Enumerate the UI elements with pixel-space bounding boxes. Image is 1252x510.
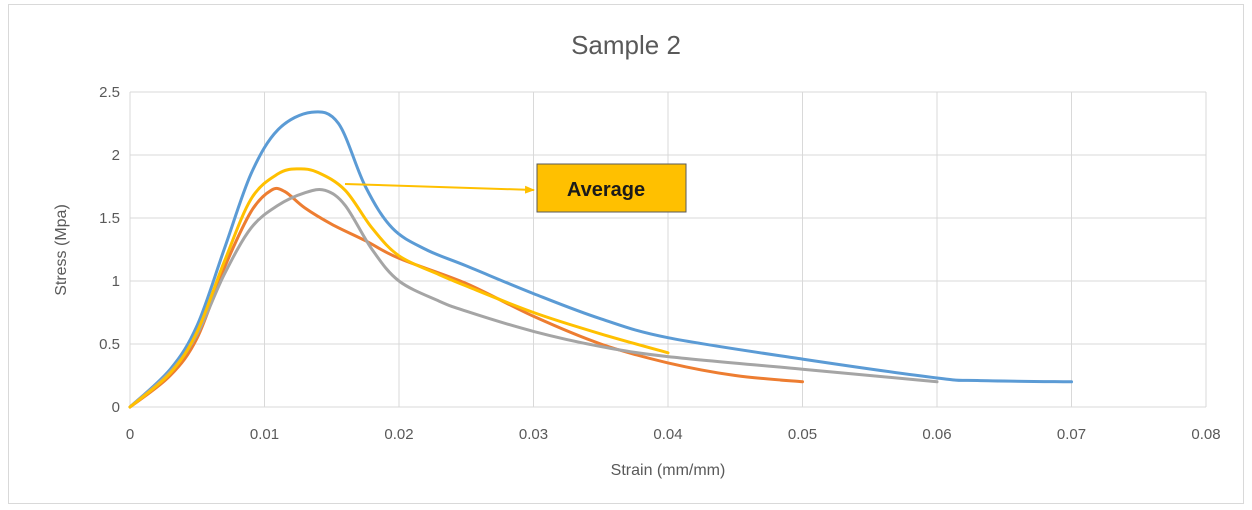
- series-lines: [128, 110, 1073, 409]
- y-tick-label: 1.5: [99, 210, 120, 227]
- x-tick-label: 0.06: [922, 426, 951, 443]
- x-tick-label: 0.05: [788, 426, 817, 443]
- average-label: Average: [567, 179, 645, 201]
- series-line-3: [128, 187, 939, 409]
- y-tick-label: 0: [112, 399, 120, 416]
- y-tick-label: 2: [112, 147, 120, 164]
- series-line-2: [128, 186, 804, 409]
- annotation-arrow: [344, 183, 535, 194]
- x-tick-label: 0.07: [1057, 426, 1086, 443]
- x-tick-label: 0.01: [250, 426, 279, 443]
- chart-frame: [8, 4, 1244, 504]
- average-box: [536, 163, 687, 213]
- x-tick-label: 0.03: [519, 426, 548, 443]
- x-axis-label: Strain (mm/mm): [611, 462, 726, 479]
- series-line-1: [128, 110, 1073, 409]
- x-tick-label: 0: [126, 426, 134, 443]
- gridlines: [129, 91, 1207, 408]
- y-tick-label: 2.5: [99, 84, 120, 101]
- series-line-4: [128, 167, 670, 409]
- y-tick-label: 1: [112, 273, 120, 290]
- y-tick-label: 0.5: [99, 336, 120, 353]
- average-annotation: Average: [344, 163, 687, 213]
- chart-title: Sample 2: [571, 30, 681, 60]
- y-axis-label: Stress (Mpa): [53, 204, 70, 296]
- x-tick-label: 0.04: [653, 426, 682, 443]
- tick-labels: 0 0.01 0.02 0.03 0.04 0.05 0.06 0.07 0.08 0 0.5 1 1.…: [99, 84, 1220, 443]
- x-tick-label: 0.02: [384, 426, 413, 443]
- x-tick-label: 0.08: [1191, 426, 1220, 443]
